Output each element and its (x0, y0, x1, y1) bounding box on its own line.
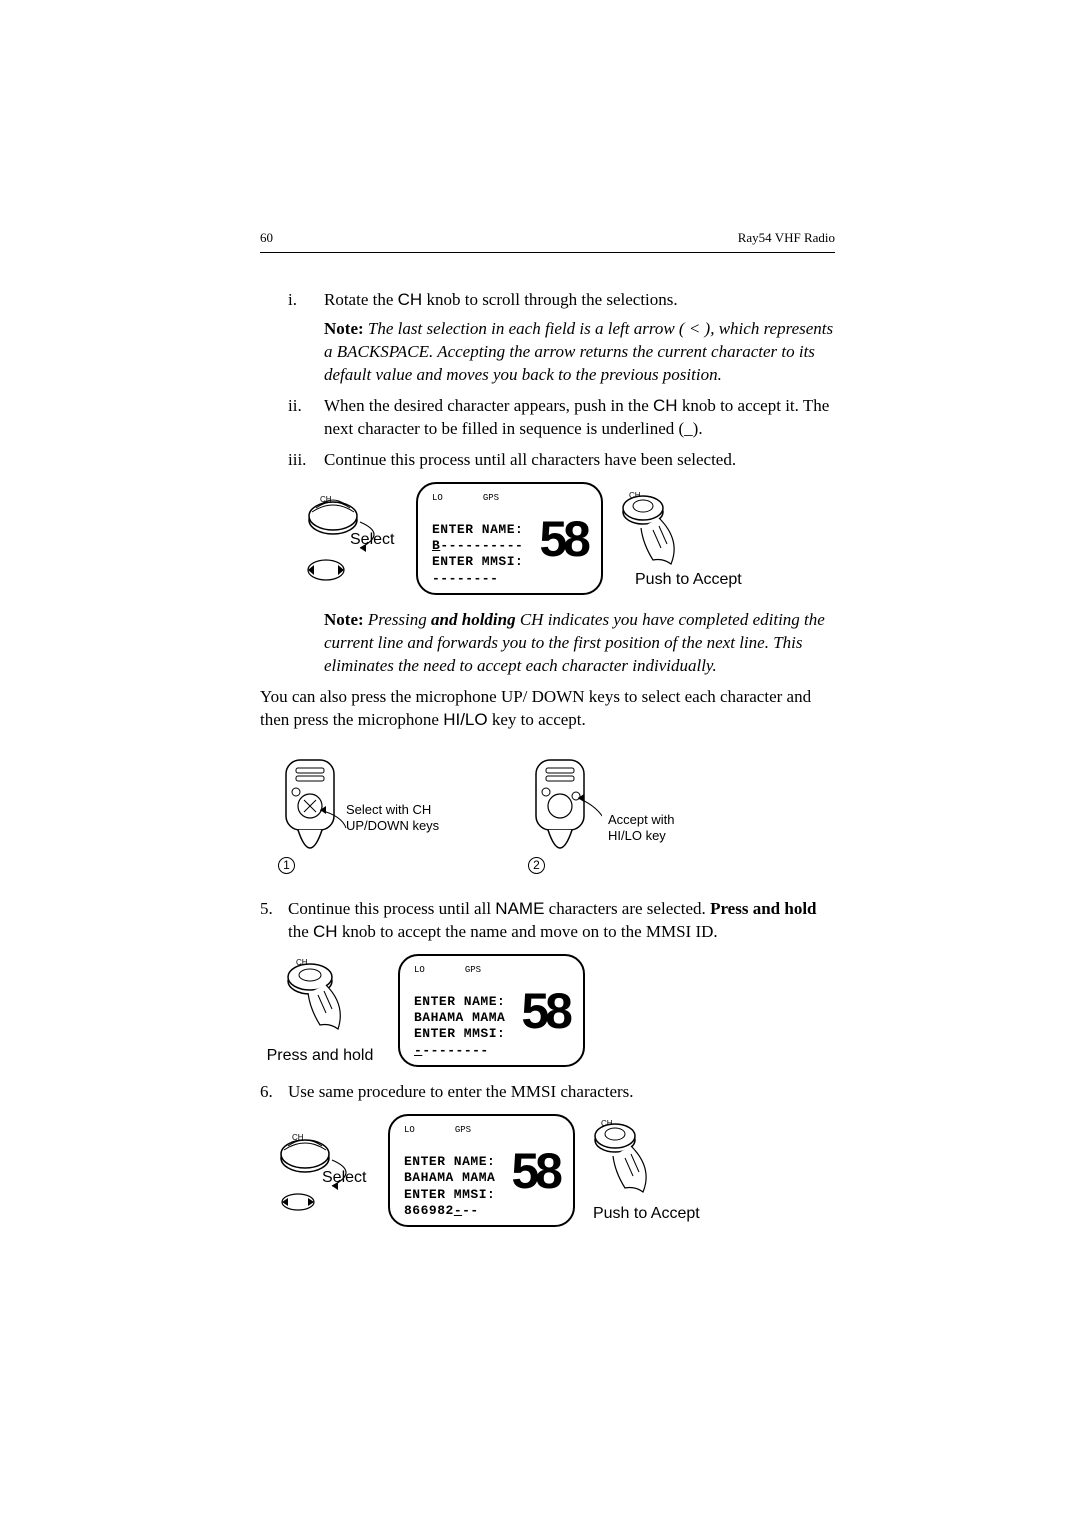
figure-row-3: CH Select LO GPS ENTER NAME: B (260, 1114, 835, 1227)
numbered-list: 5. Continue this process until all NAME … (260, 898, 835, 944)
lcd2-line4-rest: -------- (422, 1043, 488, 1058)
step-i-text-b: knob to scroll through the selections. (422, 290, 677, 309)
step-iii: iii. Continue this process until all cha… (288, 449, 835, 472)
push-accept-label: Push to Accept (635, 571, 742, 588)
step-5: 5. Continue this process until all NAME … (260, 898, 835, 944)
lcd1-line4: -------- (432, 571, 498, 586)
step-iii-text: Continue this process until all characte… (324, 450, 736, 469)
note-backspace: Note: The last selection in each field i… (324, 318, 835, 387)
s5-b: characters are selected. (544, 899, 710, 918)
lcd2-line3: ENTER MMSI: (414, 1026, 505, 1041)
ch-knob-ref: CH (653, 396, 678, 415)
figure-row-1: CH Select LO GPS ENTE (288, 482, 835, 595)
marker-ii: ii. (288, 395, 324, 441)
lcd-gps: GPS (483, 492, 499, 504)
doc-title: Ray54 VHF Radio (738, 230, 835, 246)
lcd2-line2: BAHAMA MAMA (414, 1010, 505, 1025)
figure-row-2: CH Press and hold LO GPS ENTER NAME: (260, 954, 835, 1067)
s5-c: the (288, 922, 313, 941)
lcd1-line2-rest: ---------- (440, 538, 523, 553)
note-press-hold: Note: Pressing and holding CH indicates … (260, 609, 835, 678)
ch-knob-ref: CH (398, 290, 423, 309)
lcd-lo: LO (404, 1124, 415, 1136)
note2-a: Pressing (364, 610, 431, 629)
lcd3-line4-u: - (454, 1203, 462, 1218)
circ-1: 1 (278, 857, 295, 874)
press-hold-label: Press and hold (260, 1045, 380, 1067)
step-i-text-a: Rotate the (324, 290, 398, 309)
step-6: 6. Use same procedure to enter the MMSI … (260, 1081, 835, 1104)
step-ii-text-a: When the desired character appears, push… (324, 396, 653, 415)
s5-a: Continue this process until all (288, 899, 495, 918)
lcd2-line1: ENTER NAME: (414, 994, 505, 1009)
mic-figure-row: Select with CH UP/DOWN keys 1 (272, 746, 835, 876)
push-accept-label-2: Push to Accept (593, 1203, 700, 1225)
lcd3-line1: ENTER NAME: (404, 1154, 495, 1169)
page-number: 60 (260, 230, 273, 246)
lcd3-digits: 58 (511, 1149, 559, 1194)
mic-label-2: Accept with HI/LO key (608, 812, 674, 845)
push-knob-icon: CH Push to Accept (621, 488, 751, 588)
mic1-a: Select with CH (346, 802, 431, 817)
lcd1-line3: ENTER MMSI: (432, 554, 523, 569)
push-knob-icon-2: CH (593, 1116, 683, 1196)
note2-label: Note: (324, 610, 364, 629)
lcd-gps: GPS (465, 964, 481, 976)
lcd-lo: LO (414, 964, 425, 976)
lcd-lo: LO (432, 492, 443, 504)
s6-text: Use same procedure to enter the MMSI cha… (288, 1082, 634, 1101)
marker-iii: iii. (288, 449, 324, 472)
mic2-a: Accept with (608, 812, 674, 827)
lcd3-line3: ENTER MMSI: (404, 1187, 495, 1202)
s5-d: knob to accept the name and move on to t… (338, 922, 718, 941)
step-i: i. Rotate the CH knob to scroll through … (288, 289, 835, 387)
lcd-gps: GPS (455, 1124, 471, 1136)
numbered-list-2: 6. Use same procedure to enter the MMSI … (260, 1081, 835, 1104)
marker-i: i. (288, 289, 324, 387)
step-ii: ii. When the desired character appears, … (288, 395, 835, 441)
mic-paragraph: You can also press the microphone UP/ DO… (260, 686, 835, 732)
lcd2-digits: 58 (521, 989, 569, 1034)
note-body: The last selection in each field is a le… (324, 319, 833, 384)
marker-5: 5. (260, 898, 288, 944)
lcd-display-3: LO GPS ENTER NAME: BAHAMA MAMA ENTER MMS… (388, 1114, 575, 1227)
select-label: Select (350, 531, 395, 548)
circ-2: 2 (528, 857, 545, 874)
hilo-key: HI/LO (443, 710, 487, 729)
press-hold-knob-icon: CH (260, 955, 380, 1045)
rotate-knob-icon: CH Select (288, 492, 398, 584)
para1-b: key to accept. (488, 710, 586, 729)
name-kw: NAME (495, 899, 544, 918)
marker-6: 6. (260, 1081, 288, 1104)
header-rule (260, 252, 835, 253)
lcd3-line4-a: 866982 (404, 1203, 454, 1218)
mic1-b: UP/DOWN keys (346, 818, 439, 833)
s5-bold: Press and hold (710, 899, 816, 918)
roman-sublist: i. Rotate the CH knob to scroll through … (260, 289, 835, 472)
lcd-display-2: LO GPS ENTER NAME: BAHAMA MAMA ENTER MMS… (398, 954, 585, 1067)
mic-label-1: Select with CH UP/DOWN keys (346, 802, 439, 835)
select-label-2: Select (322, 1169, 367, 1186)
lcd3-line2: BAHAMA MAMA (404, 1170, 495, 1185)
lcd1-line1: ENTER NAME: (432, 522, 523, 537)
rotate-knob-icon-2: CH Select (260, 1130, 370, 1212)
lcd-display-1: LO GPS ENTER NAME: B---------- ENTER MMS… (416, 482, 603, 595)
lcd1-digits: 58 (539, 517, 587, 562)
note-label: Note: (324, 319, 364, 338)
ch-knob-ref: CH (313, 922, 338, 941)
page-header: 60 Ray54 VHF Radio (260, 230, 835, 246)
lcd3-line4-rest: -- (462, 1203, 479, 1218)
mic2-b: HI/LO key (608, 828, 666, 843)
note2-bold: and holding (431, 610, 516, 629)
